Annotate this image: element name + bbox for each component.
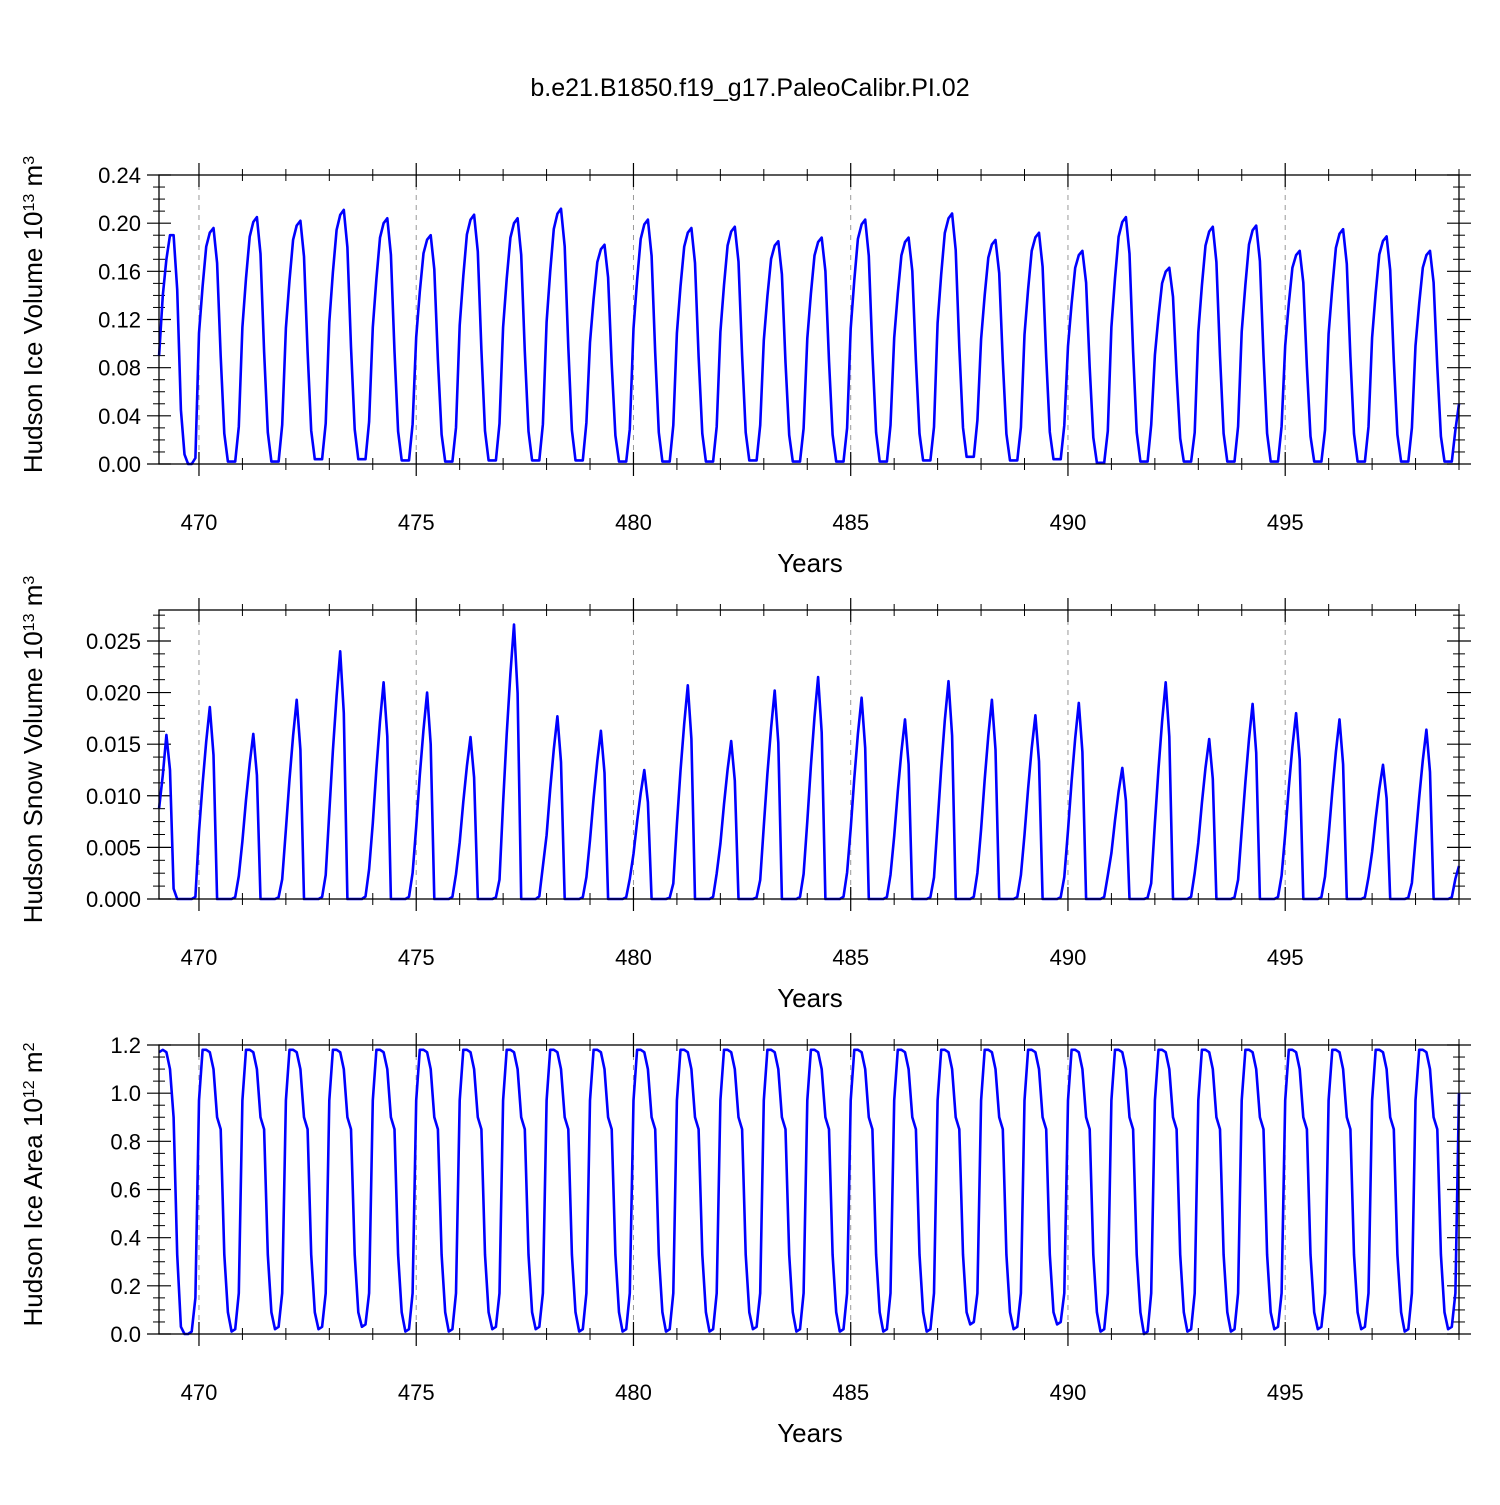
y-tick-label: 0.015 <box>86 732 141 757</box>
y-axis-title: Hudson Snow Volume 1013 m3 <box>18 576 48 924</box>
panel-ice-area: 0.0 0.2 0.4 0.6 0.8 1.0 1.2 470 475 480 485 490 495… <box>18 1033 1471 1448</box>
y-tick-label: 1.0 <box>110 1081 141 1106</box>
y-tick-label: 0.025 <box>86 629 141 654</box>
series-line-ice-volume <box>157 207 1461 466</box>
y-tick-label: 0.8 <box>110 1129 141 1154</box>
y-axis-title: Hudson Ice Area 1012 m2 <box>18 1042 48 1326</box>
y-tick-label: 0.16 <box>98 259 141 284</box>
y-tick-label: 0.0 <box>110 1322 141 1347</box>
y-tick-label: 0.08 <box>98 356 141 381</box>
y-tick-label: 0.24 <box>98 163 141 188</box>
x-tick-label: 480 <box>615 945 652 970</box>
x-axis-title: Years <box>777 1418 843 1448</box>
y-tick-label: 0.010 <box>86 784 141 809</box>
x-tick-label: 475 <box>398 510 435 535</box>
y-tick-label: 0.6 <box>110 1178 141 1203</box>
series-line-snow-volume <box>157 623 1461 901</box>
x-tick-label: 485 <box>832 510 869 535</box>
x-tick-label: 470 <box>181 510 218 535</box>
y-axis-title: Hudson Ice Volume 1013 m3 <box>18 156 48 473</box>
y-tick-label: 0.4 <box>110 1226 141 1251</box>
x-grid <box>198 610 1286 899</box>
x-grid <box>198 175 1286 464</box>
x-tick-label: 485 <box>832 1380 869 1405</box>
y-tick-label: 0.005 <box>86 835 141 860</box>
y-tick-label: 0.04 <box>98 404 141 429</box>
figure-title: b.e21.B1850.f19_g17.PaleoCalibr.PI.02 <box>530 74 970 102</box>
x-tick-label: 490 <box>1050 1380 1087 1405</box>
x-tick-label: 480 <box>615 510 652 535</box>
y-tick-label: 1.2 <box>110 1033 141 1058</box>
series-line-ice-area <box>158 1048 1461 1336</box>
plot-frame <box>158 609 1460 900</box>
x-tick-label: 470 <box>181 1380 218 1405</box>
x-axis-title: Years <box>777 983 843 1013</box>
y-tick-label: 0.00 <box>98 452 141 477</box>
plot-frame <box>158 1044 1460 1335</box>
x-tick-label: 490 <box>1050 945 1087 970</box>
y-tick-label: 0.12 <box>98 308 141 333</box>
x-grid <box>198 1045 1286 1334</box>
x-tick-label: 470 <box>181 945 218 970</box>
y-tick-label: 0.20 <box>98 211 141 236</box>
x-tick-labels: 470 475 480 485 490 495 <box>181 945 1304 970</box>
plot-frame <box>158 174 1460 465</box>
x-axis-title: Years <box>777 548 843 578</box>
y-tick-labels: 0.0 0.2 0.4 0.6 0.8 1.0 1.2 <box>110 1033 141 1347</box>
x-tick-label: 490 <box>1050 510 1087 535</box>
x-tick-label: 495 <box>1267 510 1304 535</box>
x-tick-label: 475 <box>398 1380 435 1405</box>
y-tick-label: 0.020 <box>86 681 141 706</box>
y-tick-label: 0.2 <box>110 1274 141 1299</box>
x-tick-labels: 470 475 480 485 490 495 <box>181 1380 1304 1405</box>
x-tick-label: 485 <box>832 945 869 970</box>
panel-ice-volume: 0.00 0.04 0.08 0.12 0.16 0.20 0.24 470 475 480 48… <box>18 156 1471 578</box>
y-tick-labels: 0.000 0.005 0.010 0.015 0.020 0.025 <box>86 629 141 912</box>
x-tick-label: 480 <box>615 1380 652 1405</box>
minor-ticks <box>153 604 1465 905</box>
y-tick-labels: 0.00 0.04 0.08 0.12 0.16 0.20 0.24 <box>98 163 141 477</box>
x-tick-label: 495 <box>1267 1380 1304 1405</box>
x-tick-label: 495 <box>1267 945 1304 970</box>
panel-snow-volume: 0.000 0.005 0.010 0.015 0.020 0.025 470 475 480… <box>18 576 1471 1013</box>
y-tick-label: 0.000 <box>86 887 141 912</box>
x-tick-labels: 470 475 480 485 490 495 <box>181 510 1304 535</box>
x-tick-label: 475 <box>398 945 435 970</box>
